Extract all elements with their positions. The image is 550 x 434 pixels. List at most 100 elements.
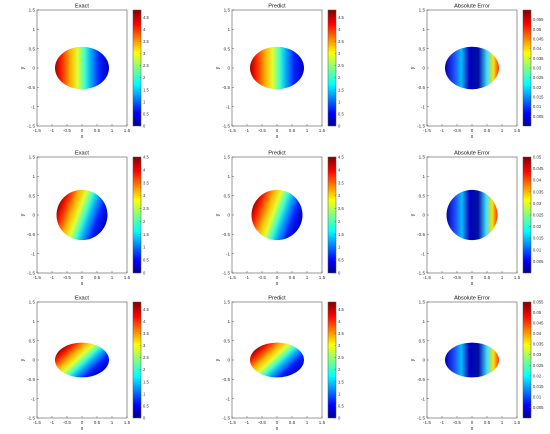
- y-axis-label: y: [20, 213, 26, 216]
- colorbar-tick-label: 3: [338, 193, 341, 198]
- colorbar-tick-label: 4: [143, 27, 146, 32]
- x-tick-label: -0.5: [258, 420, 266, 425]
- colorbar-tick-label: 0.5: [338, 403, 344, 408]
- y-tick-label: -0.5: [222, 232, 230, 237]
- y-tick-label: 0.5: [419, 338, 426, 343]
- x-tick-label: -1: [50, 275, 55, 280]
- panel-title: Absolute Error: [454, 151, 490, 157]
- colorbar-tick-label: 0: [143, 271, 146, 276]
- colorbar-tick-label: 0.015: [533, 236, 544, 241]
- colorbar: [132, 156, 142, 274]
- colorbar-tick-label: 3.5: [143, 331, 149, 336]
- x-tick-label: 0.5: [94, 420, 101, 425]
- x-tick-label: -0.5: [63, 420, 71, 425]
- y-tick-label: 1: [422, 174, 425, 179]
- x-tick-label: 0: [81, 420, 84, 425]
- y-tick-label: -1.5: [222, 416, 230, 421]
- x-tick-label: 0: [471, 420, 474, 425]
- colorbar-tick-label: 2: [338, 367, 341, 372]
- colorbar-tick-label: 1.5: [143, 379, 149, 384]
- x-tick-label: 1.5: [124, 420, 131, 425]
- heatmap-field: [251, 189, 303, 241]
- y-axis-label: y: [20, 358, 26, 361]
- panel-title: Exact: [75, 151, 89, 157]
- colorbar-tick-label: 4.5: [143, 155, 149, 160]
- x-tick-label: 1: [111, 420, 114, 425]
- x-tick-label: -1: [50, 128, 55, 133]
- colorbar-tick-label: 0.055: [533, 17, 544, 22]
- y-tick-label: 1.5: [419, 155, 426, 160]
- colorbar-tick-label: 0.05: [533, 155, 542, 160]
- x-tick-label: 1: [501, 420, 504, 425]
- x-tick-label: -1: [50, 420, 55, 425]
- colorbar-tick-label: 2.5: [143, 206, 149, 211]
- colorbar: [522, 301, 532, 419]
- x-tick-label: 0.5: [289, 128, 296, 133]
- y-tick-label: -0.5: [417, 232, 425, 237]
- x-tick-label: -1.5: [33, 128, 41, 133]
- x-tick-label: -0.5: [63, 128, 71, 133]
- colorbar-tick-label: 0.035: [533, 56, 544, 61]
- y-tick-label: 0.5: [29, 338, 36, 343]
- colorbar-tick-label: 0.02: [533, 85, 542, 90]
- x-tick-label: 1.5: [514, 128, 521, 133]
- y-axis-label: y: [215, 66, 221, 69]
- x-tick-label: 0: [276, 420, 279, 425]
- colorbar-tick-label: 3: [143, 343, 146, 348]
- x-tick-label: 0: [276, 128, 279, 133]
- subplot-2-2: Predict -1.5 -1 -0.5 0 0.5 1 1.5 -1.5 -1 -0.5 0 0.5 1…: [215, 151, 344, 288]
- heatmap-field: [56, 189, 108, 241]
- colorbar-tick-label: 0.01: [533, 247, 542, 252]
- colorbar-tick-label: 3.5: [338, 39, 344, 44]
- x-tick-label: 0: [276, 275, 279, 280]
- colorbar: [327, 9, 337, 127]
- colorbar-tick-label: 3: [143, 51, 146, 56]
- subplot-1-1: Exact -1.5 -1 -0.5 0 0.5 1 1.5 -1.5 -1 -0.5 0 0.5 1 1.…: [20, 4, 149, 141]
- x-tick-label: -0.5: [453, 275, 461, 280]
- y-tick-label: -1: [31, 396, 36, 401]
- x-tick-label: 0.5: [484, 128, 491, 133]
- colorbar-tick-label: 2.5: [338, 355, 344, 360]
- colorbar-tick-label: 4: [338, 27, 341, 32]
- colorbar-tick-label: 0.055: [533, 300, 544, 305]
- x-axis-label: x: [276, 426, 279, 432]
- y-tick-label: 0: [422, 358, 425, 363]
- colorbar-tick-label: 0.045: [533, 166, 544, 171]
- x-tick-label: -1.5: [228, 420, 236, 425]
- x-tick-label: -1: [440, 275, 445, 280]
- colorbar-tick-label: 2.5: [338, 63, 344, 68]
- y-tick-label: -0.5: [222, 85, 230, 90]
- x-tick-label: -1.5: [228, 275, 236, 280]
- x-tick-label: -1: [245, 420, 250, 425]
- colorbar-tick-label: 0.5: [143, 111, 149, 116]
- y-axis-label: y: [410, 213, 416, 216]
- y-tick-label: -0.5: [417, 85, 425, 90]
- y-tick-label: 0.5: [419, 193, 426, 198]
- colorbar-tick-label: 0.05: [533, 310, 542, 315]
- y-tick-label: 0.5: [224, 338, 231, 343]
- colorbar-tick-label: 0.03: [533, 66, 542, 71]
- colorbar-tick-label: 3: [338, 51, 341, 56]
- colorbar: [327, 301, 337, 419]
- colorbar-tick-label: 0.02: [533, 373, 542, 378]
- colorbar-tick-label: 4.5: [338, 155, 344, 160]
- colorbar-tick-label: 3: [338, 343, 341, 348]
- colorbar-tick-label: 0.04: [533, 331, 542, 336]
- colorbar-tick-label: 1: [338, 99, 341, 104]
- y-tick-label: 1.5: [29, 8, 36, 13]
- colorbar-tick-label: 0.005: [533, 259, 544, 264]
- colorbar-tick-label: 0.5: [143, 258, 149, 263]
- x-tick-label: -1: [245, 128, 250, 133]
- colorbar-tick-label: 3.5: [143, 39, 149, 44]
- y-tick-label: -1: [226, 396, 231, 401]
- x-axis-label: x: [81, 134, 84, 140]
- subplot-1-2: Predict -1.5 -1 -0.5 0 0.5 1 1.5 -1.5 -1 -0.5 0 0.5 1…: [215, 4, 344, 141]
- y-tick-label: 1.5: [419, 8, 426, 13]
- colorbar-tick-label: 1: [143, 391, 146, 396]
- colorbar-tick-label: 0: [338, 124, 341, 129]
- colorbar-tick-label: 0.005: [533, 405, 544, 410]
- heatmap-field: [250, 46, 304, 90]
- y-tick-label: -1.5: [222, 271, 230, 276]
- colorbar: [132, 9, 142, 127]
